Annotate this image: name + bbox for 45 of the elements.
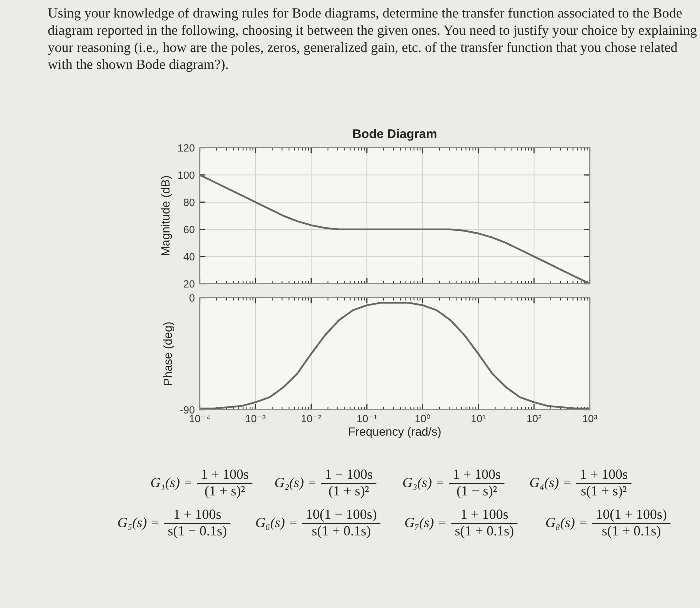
text: (1 − s)²	[457, 486, 498, 499]
text: G₅(s) =	[118, 518, 159, 530]
y-tick-label: 60	[184, 226, 195, 234]
text: 10(1 − 100s)	[307, 509, 376, 522]
x-tick-label: 10⁻³	[246, 415, 266, 423]
text: G₈(s) =	[546, 518, 587, 530]
text: G₂(s) =	[275, 478, 316, 490]
text: s(1 + 0.1s)	[456, 526, 514, 539]
x-axis-title: Frequency (rad/s)	[349, 427, 441, 438]
x-tick-label: 10⁻¹	[358, 415, 378, 423]
y-axis-title: Magnitude (dB)	[161, 176, 172, 256]
text: s(1 − 0.1s)	[168, 526, 227, 539]
x-tick-label: 10⁰	[416, 414, 430, 423]
text: 1 + 100s	[174, 510, 222, 520]
chart-title: Bode Diagram	[353, 129, 437, 141]
text: Using your knowledge of drawing rules for Bode diagrams, determine the transfer function associated to the Bode diagram reported in the following, choosing it between the given ones. You need to justify your choice by explaining your reasoning (i.e., how are the poles, zeros, generalized gain, etc. of the transfer function that you chose related with the shown Bode diagram?).	[48, 8, 697, 72]
text: 1 + 100s	[454, 470, 501, 480]
y-tick-label: 100	[178, 172, 195, 180]
text: G₁(s) =	[151, 478, 192, 490]
x-tick-label: 10⁻⁴	[190, 415, 210, 423]
x-tick-label: 10³	[583, 415, 598, 423]
x-tick-label: 10¹	[472, 415, 486, 423]
x-tick-label: 10⁻²	[302, 415, 322, 423]
text: 10(1 + 100s)	[597, 509, 667, 522]
y-tick-label: 120	[178, 144, 195, 152]
y-tick-label: 40	[184, 253, 195, 261]
text: G₇(s) =	[405, 518, 446, 530]
text: s(1 + 0.1s)	[602, 526, 661, 539]
text: G₄(s) =	[530, 478, 571, 490]
text: 1 + 100s	[581, 470, 628, 480]
text: G₆(s) =	[256, 518, 297, 530]
x-tick-label: 10²	[528, 415, 542, 423]
y-tick-label: 80	[184, 198, 195, 206]
y-tick-label: 0	[190, 294, 195, 302]
text: 1 + 100s	[462, 510, 508, 520]
text: s(1 + s)²	[582, 486, 627, 499]
text: (1 + s)²	[205, 486, 246, 499]
text: (1 + s)²	[329, 486, 369, 499]
text: 1 − 100s	[326, 470, 372, 480]
y-tick-label: 20	[184, 280, 195, 288]
y-axis-title: Phase (deg)	[164, 322, 175, 386]
text: 1 + 100s	[202, 470, 249, 480]
text: s(1 + 0.1s)	[312, 526, 371, 539]
y-tick-label: -90	[180, 406, 195, 414]
text: G₃(s) =	[403, 478, 444, 490]
